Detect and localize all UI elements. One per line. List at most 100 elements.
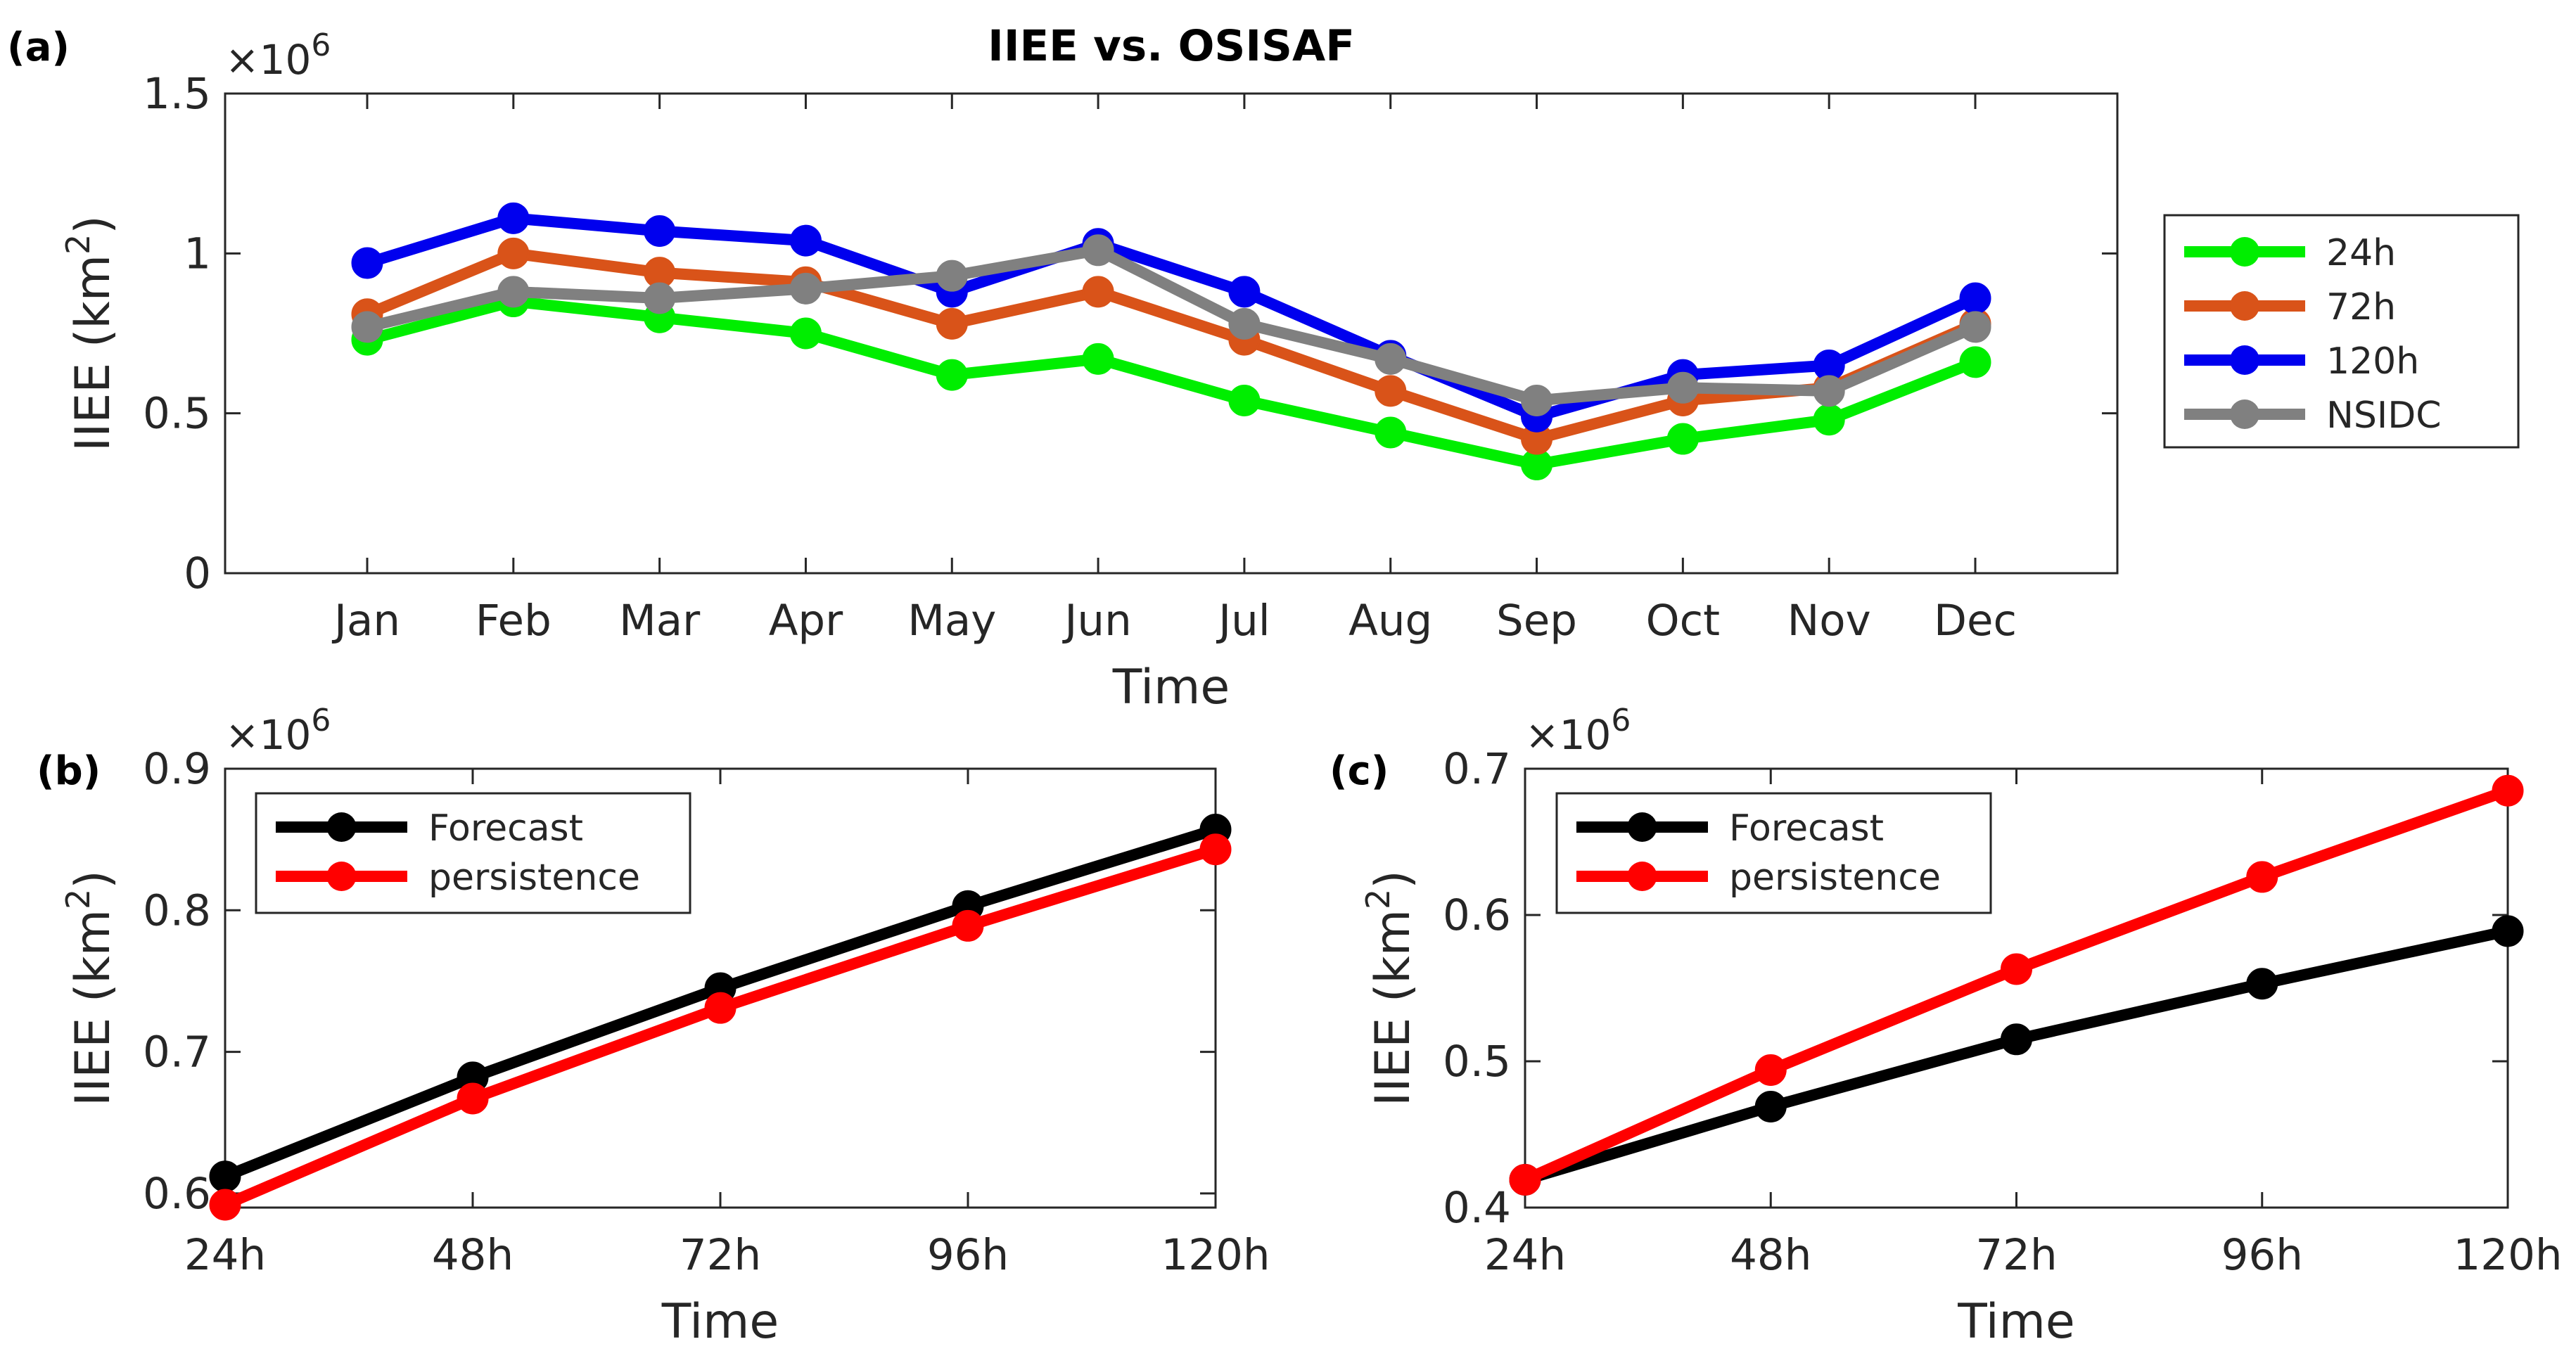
data-point <box>209 1189 241 1221</box>
y-exponent-label: ×106 <box>225 27 331 84</box>
data-point <box>644 282 676 314</box>
y-exponent-base: ×10 <box>1525 711 1611 759</box>
legend-swatch-marker <box>1627 862 1657 891</box>
x-tick-label: 24h <box>1484 1230 1566 1280</box>
legend-entry-label: persistence <box>428 857 640 899</box>
data-point <box>2001 1023 2032 1056</box>
data-point <box>1813 404 1845 436</box>
y-exponent-power: 6 <box>311 703 331 738</box>
y-exponent-power: 6 <box>311 27 331 63</box>
data-point <box>2492 774 2524 807</box>
data-point <box>1082 343 1114 375</box>
y-axis-label-main: IIEE (km <box>65 255 121 452</box>
x-tick-label: 96h <box>2221 1230 2303 1280</box>
series-line <box>362 244 1981 407</box>
y-tick-label: 0.4 <box>1443 1183 1511 1233</box>
series-persistence <box>209 833 1232 1221</box>
y-tick-label: 0.8 <box>143 885 211 935</box>
data-point <box>457 1082 489 1115</box>
y-axis-label: IIEE (km2) <box>59 215 121 452</box>
data-point <box>497 276 530 308</box>
legend-entry-label: 24h <box>2326 232 2396 274</box>
data-point <box>497 202 530 234</box>
legend-entry-label: Forecast <box>1729 807 1884 850</box>
y-axis-label-main: IIEE (km <box>65 909 121 1106</box>
y-axis-label-close: ) <box>1365 870 1421 889</box>
x-tick-label: 24h <box>184 1230 266 1280</box>
data-point <box>1666 423 1699 455</box>
plot-area-frame <box>224 92 2119 575</box>
data-point <box>1082 276 1114 308</box>
legend-swatch-marker <box>2230 345 2259 375</box>
y-axis-label-close: ) <box>65 215 121 234</box>
data-point <box>1754 1090 1787 1122</box>
legend-entry-label: 120h <box>2326 340 2419 383</box>
data-point <box>351 247 383 279</box>
y-tick-label: 0 <box>184 549 211 599</box>
legend-entry-label: Forecast <box>428 807 583 850</box>
data-point <box>704 992 737 1024</box>
x-tick-label: 72h <box>680 1230 761 1280</box>
chart-panel-a: 0 0.5 1 1.5 Jan Feb Mar Apr May Jun Jul Aug Sep Oct No… <box>7 21 2520 715</box>
x-tick-label: Jul <box>1216 596 1270 646</box>
data-point <box>1375 343 1407 375</box>
x-tick-label: May <box>907 596 996 646</box>
y-exponent-label: ×106 <box>1525 703 1631 759</box>
y-axis-label-superscript: 2 <box>1359 889 1397 909</box>
data-point <box>789 317 822 350</box>
series-line <box>362 212 1981 423</box>
data-point <box>936 260 968 292</box>
data-point <box>1959 311 1991 343</box>
data-point <box>789 272 822 305</box>
data-point <box>789 224 822 257</box>
y-tick-label: 1.5 <box>143 69 211 119</box>
data-point <box>644 215 676 248</box>
y-axis-label-superscript: 2 <box>59 234 97 255</box>
legend-entry-label: NSIDC <box>2326 395 2442 437</box>
y-tick-label: 0.5 <box>1443 1037 1511 1087</box>
data-point <box>2246 861 2278 893</box>
data-point <box>2246 968 2278 1000</box>
y-axis-label: IIEE (km2) <box>1359 870 1421 1106</box>
x-tick-label: 120h <box>2453 1230 2562 1280</box>
data-point <box>1813 375 1845 407</box>
y-tick-label: 0.5 <box>143 389 211 439</box>
data-point <box>936 307 968 340</box>
x-tick-label: Jan <box>331 596 400 646</box>
data-point <box>1521 384 1553 416</box>
chart-title: IIEE vs. OSISAF <box>988 21 1355 71</box>
x-tick-label: Sep <box>1496 596 1577 646</box>
legend: 24h 72h 120h NSIDC <box>2163 214 2520 449</box>
legend-swatch-marker <box>2230 399 2259 429</box>
x-tick-label: Aug <box>1348 596 1432 646</box>
series-line <box>362 295 1981 471</box>
x-axis-label: Time <box>661 1294 779 1350</box>
y-tick-label: 0.6 <box>1443 890 1511 940</box>
panel-label: (b) <box>37 748 101 794</box>
y-axis-label-close: ) <box>65 870 121 889</box>
data-point <box>1228 276 1261 308</box>
data-point <box>1375 375 1407 407</box>
x-tick-label: Oct <box>1646 596 1720 646</box>
x-axis-label: Time <box>1112 660 1230 715</box>
y-tick-label: 1 <box>184 229 211 279</box>
x-tick-label: Mar <box>619 596 701 646</box>
x-tick-label: Nov <box>1787 596 1871 646</box>
y-exponent-power: 6 <box>1611 703 1631 738</box>
chart-panel-b: 0.6 0.7 0.8 0.9 24h 48h 72h 96h 120h Time IIEE (km… <box>37 703 1270 1350</box>
data-point <box>2001 953 2032 985</box>
panel-label: (a) <box>7 25 70 70</box>
x-tick-label: 48h <box>432 1230 514 1280</box>
legend-box <box>1555 792 1992 914</box>
x-tick-label: Apr <box>769 596 843 646</box>
data-point <box>1375 416 1407 449</box>
y-axis-label-main: IIEE (km <box>1365 909 1421 1106</box>
data-point <box>1082 234 1114 267</box>
x-tick-label: Jun <box>1061 596 1131 646</box>
data-point <box>1199 833 1232 866</box>
legend: Forecast persistence <box>1555 792 1992 914</box>
legend-swatch-marker <box>2230 237 2259 267</box>
series-24h <box>351 286 1991 480</box>
x-tick-label: 96h <box>927 1230 1009 1280</box>
x-tick-label: 72h <box>1975 1230 2057 1280</box>
